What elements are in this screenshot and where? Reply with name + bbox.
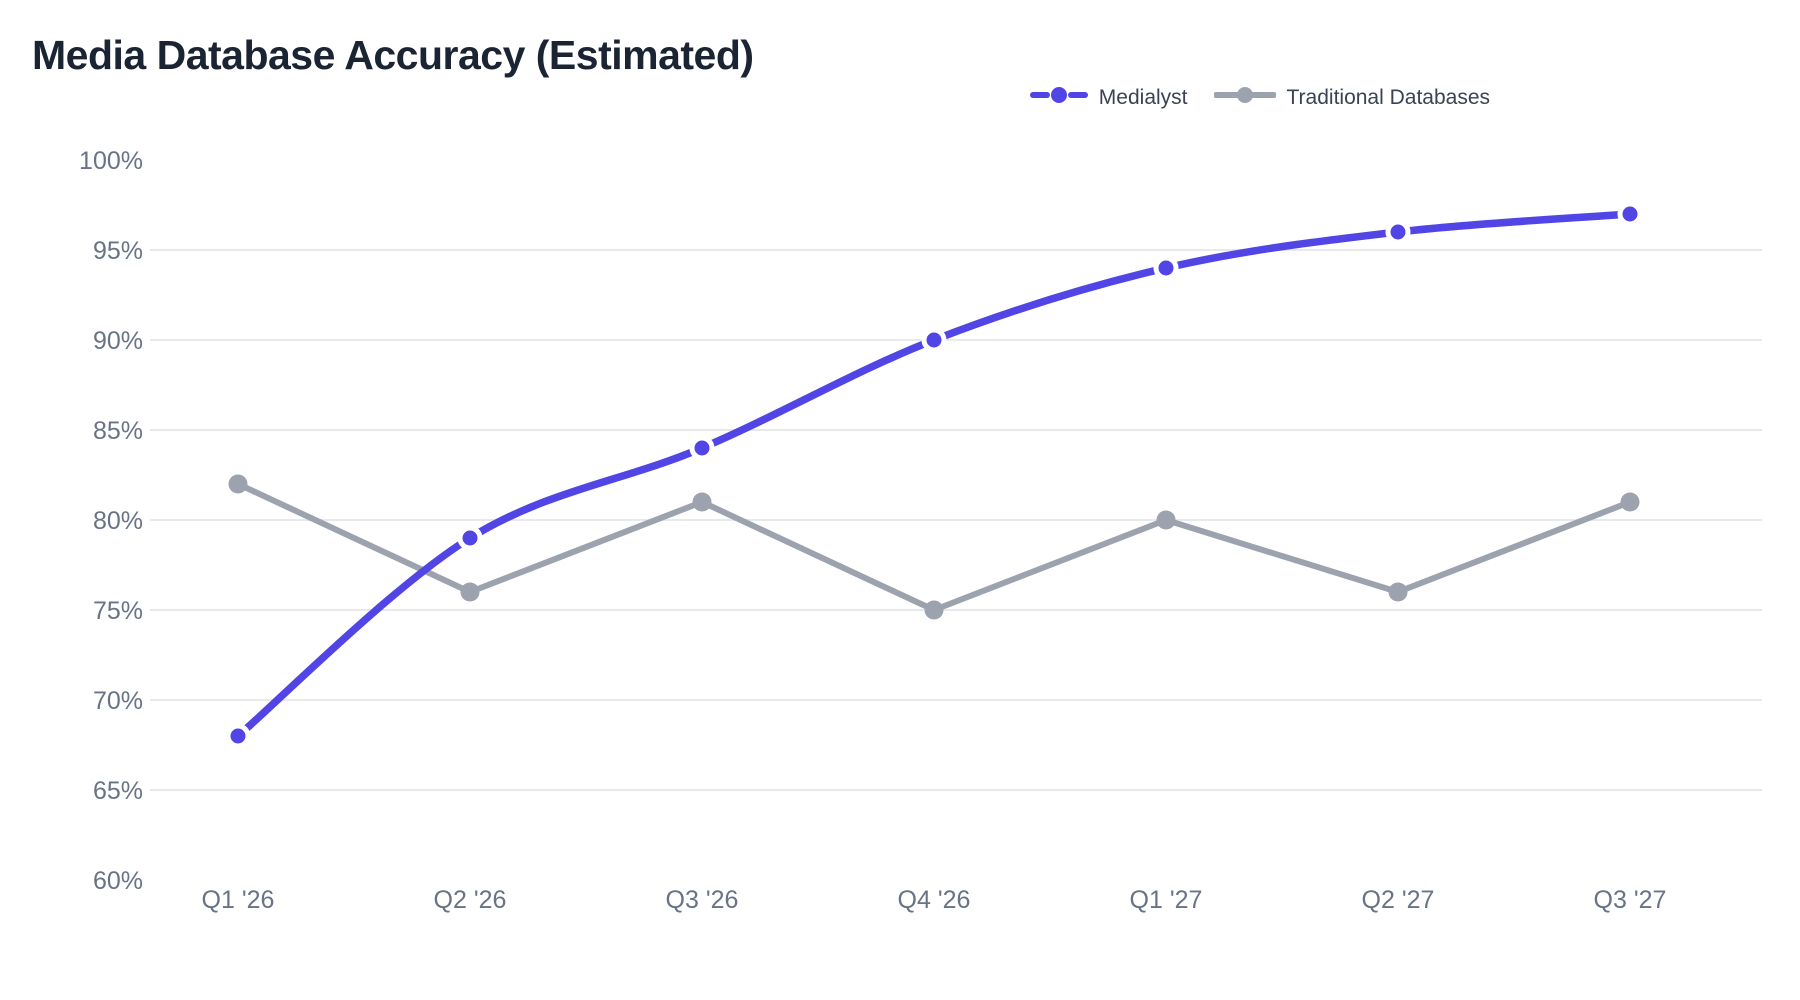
y-axis-tick-label: 65% [93, 777, 143, 805]
data-point-traditional-databases-3 [692, 492, 712, 512]
series-line-medialyst [234, 210, 1634, 740]
legend-label-traditional-databases: Traditional Databases [1286, 85, 1491, 109]
data-point-traditional-databases-1 [228, 474, 248, 494]
x-axis-tick-label: Q4 '26 [898, 886, 971, 914]
legend-item-traditional-databases[interactable]: Traditional Databases [1212, 85, 1491, 110]
series-line-traditional-databases [235, 481, 1633, 613]
data-point-traditional-databases-7 [1620, 492, 1640, 512]
data-point-traditional-databases-2 [460, 582, 480, 602]
chart-title: Media Database Accuracy (Estimated) [32, 32, 754, 78]
y-axis-tick-label: 70% [93, 687, 143, 715]
y-axis-tick-label: 100% [79, 147, 143, 175]
y-axis-tick-label: 60% [93, 867, 143, 895]
legend-item-medialyst[interactable]: Medialyst [1029, 85, 1188, 110]
data-point-medialyst-1 [225, 723, 251, 749]
x-axis-tick-label: Q3 '27 [1594, 886, 1667, 914]
x-axis-tick-label: Q3 '26 [666, 886, 739, 914]
y-axis-tick-label: 85% [93, 417, 143, 445]
y-axis-tick-label: 90% [93, 327, 143, 355]
data-point-medialyst-4 [921, 327, 947, 353]
x-axis-tick-label: Q1 '26 [202, 886, 275, 914]
x-axis-tick-label: Q2 '27 [1362, 886, 1435, 914]
y-axis-tick-label: 80% [93, 507, 143, 535]
data-point-medialyst-7 [1617, 201, 1643, 227]
x-axis-tick-label: Q2 '26 [434, 886, 507, 914]
y-axis-tick-label: 95% [93, 237, 143, 265]
data-point-traditional-databases-4 [924, 600, 944, 620]
y-axis-tick-label: 75% [93, 597, 143, 625]
data-point-medialyst-5 [1153, 255, 1179, 281]
x-axis-tick-label: Q1 '27 [1130, 886, 1203, 914]
data-point-medialyst-2 [457, 525, 483, 551]
legend-label-medialyst: Medialyst [1098, 85, 1188, 109]
medialyst-legend-marker-icon [1029, 85, 1088, 110]
data-point-medialyst-3 [689, 435, 715, 461]
data-point-traditional-databases-5 [1156, 510, 1176, 530]
legend: Medialyst Traditional Databases [1029, 85, 1491, 110]
data-point-traditional-databases-6 [1388, 582, 1408, 602]
data-point-medialyst-6 [1385, 219, 1411, 245]
traditional-databases-legend-marker-icon [1212, 85, 1277, 110]
